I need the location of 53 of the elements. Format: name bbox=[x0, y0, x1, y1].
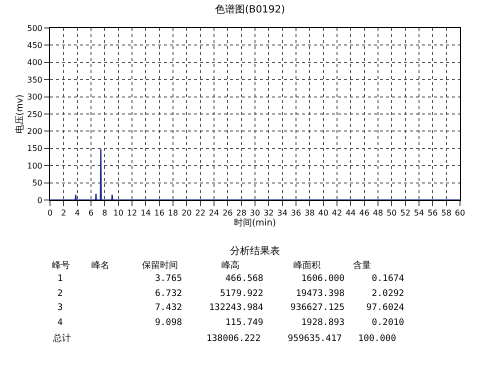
y-tick-label: 450 bbox=[27, 41, 42, 50]
x-tick-label: 36 bbox=[290, 208, 302, 218]
text: 1 3.765 466.568 1606.000 0.1674 bbox=[52, 274, 404, 284]
y-tick-label: 500 bbox=[27, 24, 42, 33]
y-tick-label: 50 bbox=[32, 178, 42, 188]
y-tick-label: 100 bbox=[27, 161, 42, 170]
x-tick-label: 34 bbox=[277, 208, 288, 218]
x-tick-label: 26 bbox=[222, 208, 233, 218]
x-tick-label: 22 bbox=[195, 208, 206, 218]
y-tick-label: 300 bbox=[27, 92, 42, 102]
x-tick-label: 58 bbox=[441, 208, 452, 218]
text: 分析结果表 bbox=[230, 245, 280, 257]
x-tick-label: 10 bbox=[113, 208, 124, 218]
y-tick-label: 400 bbox=[27, 58, 42, 68]
y-tick-label: 250 bbox=[27, 110, 42, 119]
text: 总计 138006.222 959635.417 100.000 bbox=[52, 333, 396, 344]
line-series bbox=[50, 148, 460, 200]
x-tick-label: 14 bbox=[140, 208, 151, 218]
y-tick-label: 350 bbox=[27, 75, 42, 84]
x-tick-label: 44 bbox=[346, 208, 356, 218]
x-tick-label: 38 bbox=[304, 208, 315, 218]
x-tick-label: 30 bbox=[250, 208, 260, 218]
x-tick-label: 18 bbox=[168, 208, 178, 218]
x-tick-label: 54 bbox=[414, 208, 424, 218]
x-tick-label: 24 bbox=[208, 208, 220, 218]
y-tick-label: 200 bbox=[27, 127, 42, 136]
x-tick-label: 48 bbox=[372, 208, 384, 218]
x-tick-label: 0 bbox=[47, 208, 53, 218]
x-tick-label: 42 bbox=[332, 208, 342, 218]
x-tick-label: 8 bbox=[102, 208, 108, 218]
x-tick-label: 2 bbox=[61, 208, 66, 218]
text: 3 7.432 132243.984 936627.125 97.6024 bbox=[52, 303, 404, 313]
y-tick-label: 150 bbox=[27, 144, 42, 154]
x-tick-label: 40 bbox=[318, 208, 328, 218]
x-axis-title: 时间(min) bbox=[234, 218, 276, 229]
text: 4 9.098 115.749 1928.893 0.2010 bbox=[52, 318, 404, 328]
x-tick-label: 52 bbox=[400, 208, 410, 218]
x-tick-label: 16 bbox=[154, 208, 164, 218]
x-tick-label: 50 bbox=[386, 208, 397, 218]
x-tick-label: 46 bbox=[359, 208, 370, 218]
y-tick-label: 0 bbox=[37, 196, 42, 205]
x-tick-label: 4 bbox=[74, 208, 80, 218]
y-axis-title: 电压(mv) bbox=[14, 94, 26, 134]
x-tick-label: 20 bbox=[182, 208, 192, 218]
chart-title: 色谱图(B0192) bbox=[214, 4, 286, 16]
text: 2 6.732 5179.922 19473.398 2.0292 bbox=[52, 289, 404, 299]
x-tick-label: 60 bbox=[454, 208, 466, 218]
text: 峰号 峰名 保留时间 峰高 峰面积 含量 bbox=[52, 260, 372, 271]
x-tick-label: 32 bbox=[264, 208, 274, 218]
x-tick-label: 56 bbox=[428, 208, 438, 218]
x-tick-label: 28 bbox=[236, 208, 246, 218]
x-tick-label: 6 bbox=[88, 208, 94, 218]
x-tick-label: 12 bbox=[126, 208, 138, 218]
